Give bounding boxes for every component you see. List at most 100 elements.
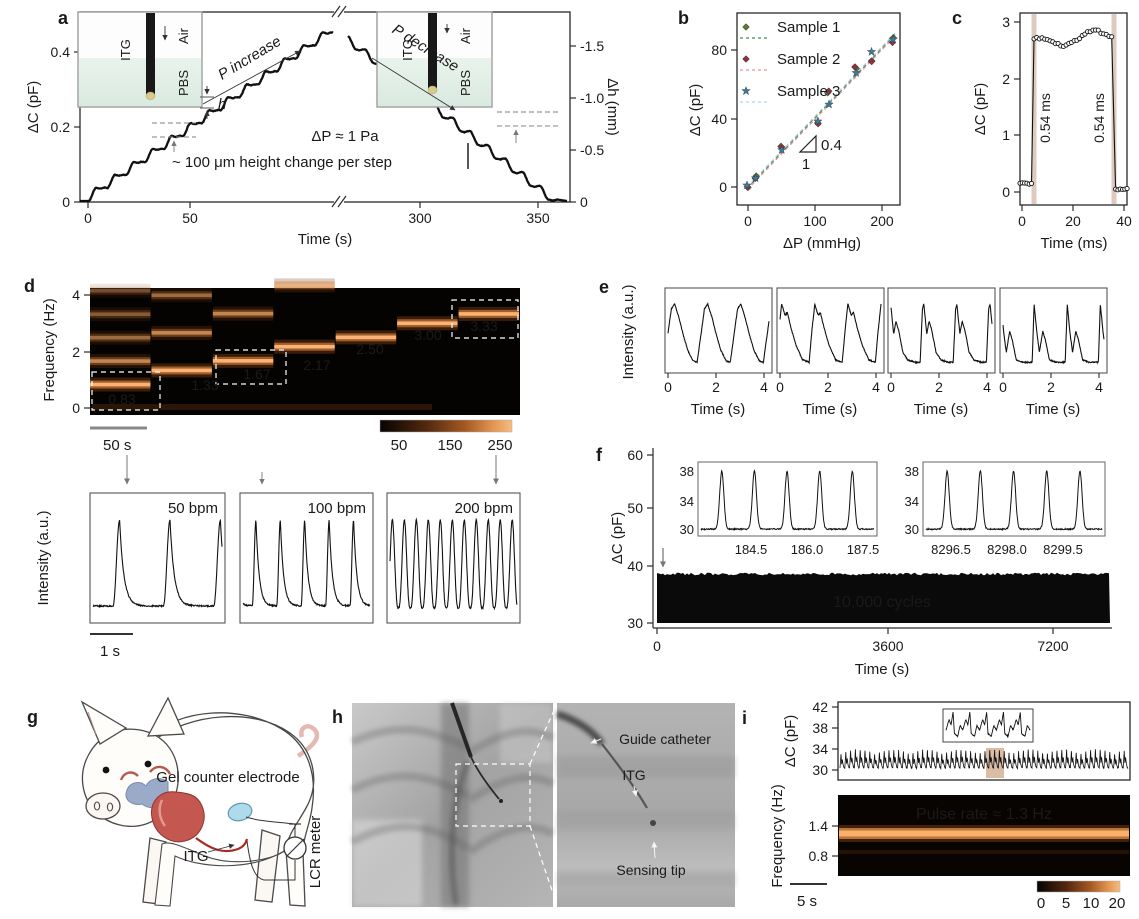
i-spectrogram-band xyxy=(839,825,1129,854)
f-inset2-trace xyxy=(925,469,1103,532)
a-inset-left-probe xyxy=(146,13,155,95)
c-xlabel: Time (ms) xyxy=(1041,235,1108,252)
e-trace-4 xyxy=(1002,304,1105,365)
d-band-core xyxy=(335,335,397,340)
c-ytick-0: 0 xyxy=(1002,184,1010,200)
a-inset-right-itg-label: ITG xyxy=(400,39,415,61)
panel-b-label: b xyxy=(678,8,689,28)
e-traces xyxy=(667,301,1105,365)
b-legend-label-3: Sample 3 xyxy=(777,83,840,100)
d-bpm-label-200: 200 bpm xyxy=(455,500,513,517)
f-band-group xyxy=(657,572,1110,623)
d-band-core xyxy=(151,293,212,298)
a-inset-left-itg-label: ITG xyxy=(118,39,133,61)
panel-h: h Guide catheter ITG xyxy=(332,702,735,907)
i-inset-box xyxy=(942,708,1034,743)
c-xtick-0: 0 xyxy=(1018,213,1026,229)
e-axis-ticks xyxy=(667,373,1100,378)
i-colorbar xyxy=(1036,880,1121,893)
e4-xtick-4: 4 xyxy=(1095,379,1103,395)
d-band-mid xyxy=(90,310,151,319)
i-colorbar-tick-5: 5 xyxy=(1062,895,1070,912)
a-inset-left-pbs-label: PBS xyxy=(176,70,191,96)
d-band-mid xyxy=(90,286,151,295)
g-heart-illustration xyxy=(119,765,205,843)
panel-d: d Frequency (Hz) 4 2 0 0.83 1.33 1.67 2.… xyxy=(24,276,521,660)
e-tick-labels: 0 2 4 0 2 4 0 2 4 0 2 4 Time (s) Time (s… xyxy=(664,379,1103,418)
b-fit-line-2 xyxy=(746,34,897,191)
d-intensity-ylabel: Intensity (a.u.) xyxy=(35,510,52,605)
i-ylabel-bottom: Frequency (Hz) xyxy=(769,784,786,887)
b-point-sample3 xyxy=(742,180,752,190)
a-rtick-10: -1.0 xyxy=(580,90,604,106)
d-trace-50bpm xyxy=(92,518,223,609)
d-band-core xyxy=(90,359,151,363)
b-legend-markers xyxy=(741,23,751,96)
a-rtick-0: 0 xyxy=(580,194,588,210)
f-xtick-7200: 7200 xyxy=(1037,638,1068,654)
f-xtick-0: 0 xyxy=(653,638,661,654)
b-ylabel: ΔC (pF) xyxy=(687,84,704,137)
d-frequency-labels: 0.83 1.33 1.67 2.17 2.50 3.00 3.33 xyxy=(108,318,497,407)
f-inset1-xtick-3: 187.5 xyxy=(847,542,880,557)
i-ytick-38: 38 xyxy=(812,720,828,736)
f-ytick-30: 30 xyxy=(627,615,643,631)
g-itg-arrow-icon xyxy=(207,843,235,853)
h-tip-arrow-icon xyxy=(651,841,658,859)
i-trace-frame xyxy=(837,701,1131,781)
d-band-core xyxy=(90,382,151,387)
f-inset2-xtick-1: 8296.5 xyxy=(931,542,971,557)
panel-a: a 0.4 0.2 0 -1.5 -1.0 -0.5 0 0 50 300 35… xyxy=(25,5,621,248)
f-inset2-ytick-34: 34 xyxy=(905,494,919,509)
d-freq-217: 2.17 xyxy=(303,357,330,373)
i-spec-ticks xyxy=(832,825,838,857)
f-xlabel: Time (s) xyxy=(855,661,909,678)
f-ytick-50: 50 xyxy=(627,500,643,516)
a-xtick-50: 50 xyxy=(182,210,198,226)
c-response-band-1 xyxy=(1031,14,1037,204)
a-inset-left-probe-tip xyxy=(145,91,156,101)
d-band-core xyxy=(274,283,335,288)
f-axes xyxy=(647,448,1112,634)
b-ytick-0: 0 xyxy=(719,179,727,195)
b-point-sample3 xyxy=(813,116,823,126)
d-freq-300: 3.00 xyxy=(414,327,441,343)
a-rtick-15: -1.5 xyxy=(580,38,604,54)
b-legend-marker-1 xyxy=(742,23,750,31)
i-inset-trace xyxy=(945,711,1031,739)
g-itg-label: ITG xyxy=(184,848,209,865)
i-pulse-trace xyxy=(839,749,1129,770)
e3-xtick-0: 0 xyxy=(887,379,895,395)
a-xtick-300: 300 xyxy=(408,210,432,226)
d-colorbar-tick-150: 150 xyxy=(437,437,462,454)
c-data-marker xyxy=(1076,36,1083,42)
d-bpm-box-50 xyxy=(89,492,226,624)
c-response-label-2: 0.54 ms xyxy=(1091,93,1107,143)
panel-e: e Intensity (a.u.) 0 2 4 0 2 4 0 2 4 0 2… xyxy=(599,277,1108,418)
panel-g-label: g xyxy=(27,707,38,727)
i-trace-group xyxy=(839,749,1129,770)
e4-xtick-2: 2 xyxy=(1047,379,1055,395)
a-step-marker-right xyxy=(497,111,560,143)
a-inset-right-probe xyxy=(428,13,437,89)
a-ytick-04: 0.4 xyxy=(51,44,71,60)
f-ytick-40: 40 xyxy=(627,558,643,574)
b-plot-frame xyxy=(736,12,901,206)
e-box-3 xyxy=(887,287,996,374)
i-ytick-42: 42 xyxy=(812,699,828,715)
e2-xtick-4: 4 xyxy=(872,379,880,395)
g-lcr-label: LCR meter xyxy=(307,816,324,889)
e2-xlabel: Time (s) xyxy=(803,401,857,418)
i-pulse-rate-label: Pulse rate ≈ 1.3 Hz xyxy=(916,806,1052,823)
c-data-marker xyxy=(1124,185,1130,192)
i-ytick-30: 30 xyxy=(812,762,828,778)
a-inset-right-pbs-label: PBS xyxy=(458,70,473,96)
f-ytick-60: 60 xyxy=(627,447,643,463)
a-inset-right-air-label: Air xyxy=(458,27,473,44)
h-zoom-sensing-tip-dot xyxy=(650,820,656,826)
h-zoom-box xyxy=(455,763,531,827)
b-point-sample3 xyxy=(851,67,861,77)
g-electrode-label: Gel counter electrode xyxy=(156,769,299,786)
c-xtick-40: 40 xyxy=(1116,213,1132,229)
